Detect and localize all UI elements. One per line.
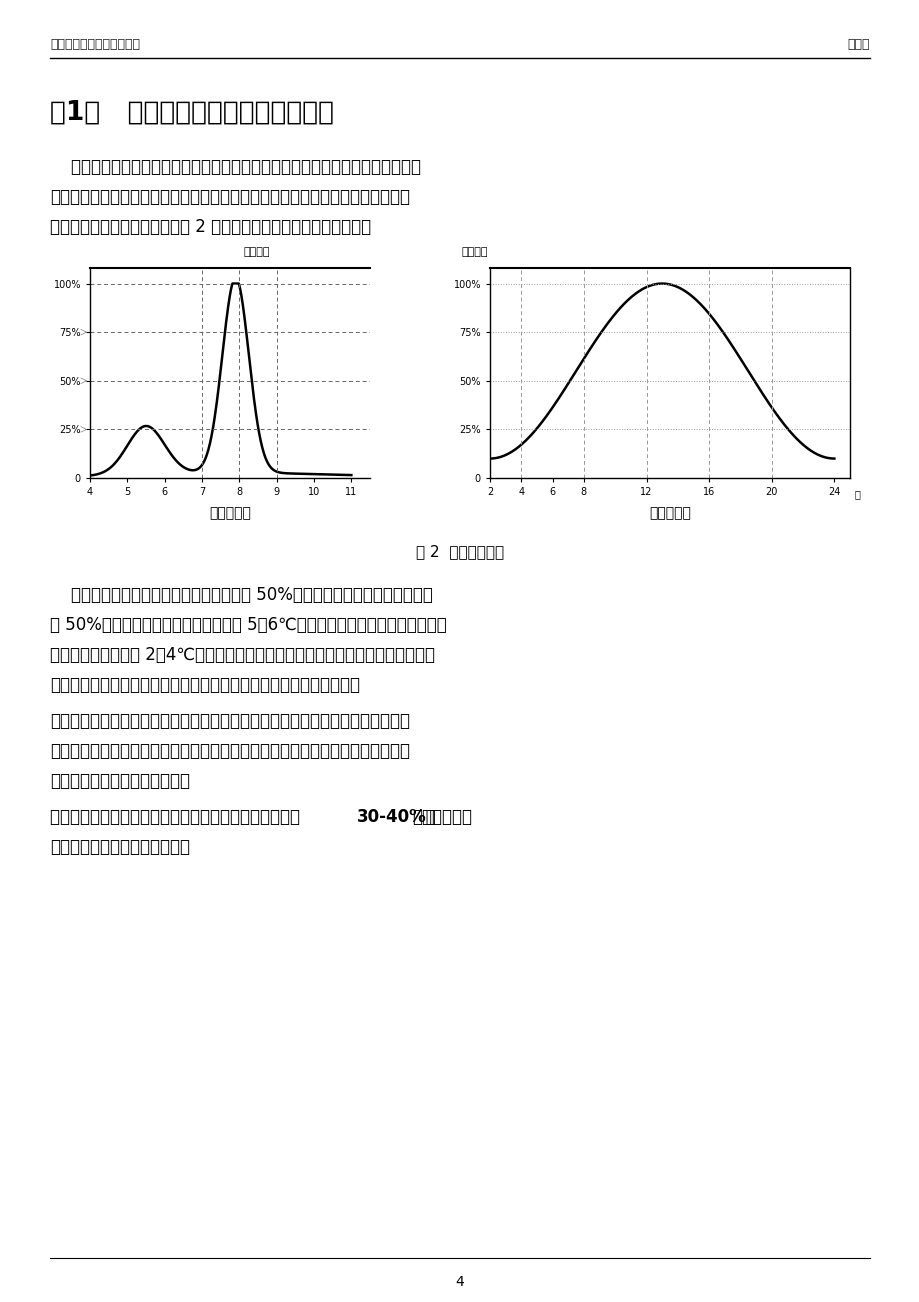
Text: 日变化图示: 日变化图示 xyxy=(649,506,690,519)
Text: 技术标: 技术标 xyxy=(846,38,869,51)
Text: 第1章   中央空调节系统改造前的工况: 第1章 中央空调节系统改造前的工况 xyxy=(50,100,334,126)
Text: 计流量，这样就形成了中央空调低温差、低负荷、大工作流量的工况。: 计流量，这样就形成了中央空调低温差、低负荷、大工作流量的工况。 xyxy=(50,676,359,694)
Text: 4: 4 xyxy=(455,1275,464,1289)
Text: 时: 时 xyxy=(854,490,859,500)
Text: 30-40%，: 30-40%， xyxy=(357,809,437,825)
Text: 能改造具有很明显的节能效果。: 能改造具有很明显的节能效果。 xyxy=(50,838,190,855)
Text: 年变化图示: 年变化图示 xyxy=(209,506,251,519)
Text: 如上图所示，该中央空调一年中负荷率在 50%以下的时间超过了全部运行时间: 如上图所示，该中央空调一年中负荷率在 50%以下的时间超过了全部运行时间 xyxy=(50,586,433,604)
Text: 的 50%。通常冷却水管路的设计温差为 5～6℃，而实际应用表明大部分时间里冷: 的 50%。通常冷却水管路的设计温差为 5～6℃，而实际应用表明大部分时间里冷 xyxy=(50,616,447,634)
Text: 在中央空调系统设计时，冷冻泵、冷却泵的电机容量是根据建筑物的最大设计热: 在中央空调系统设计时，冷冻泵、冷却泵的电机容量是根据建筑物的最大设计热 xyxy=(50,158,421,176)
Text: 却水管路的温差仅为 2～4℃，这说明制冷所需的冷冻水、冷却水流量通常都低于设: 却水管路的温差仅为 2～4℃，这说明制冷所需的冷冻水、冷却水流量通常都低于设 xyxy=(50,646,435,664)
Text: 的负荷，白白消耗了许多电能。: 的负荷，白白消耗了许多电能。 xyxy=(50,772,190,790)
Text: 在没有使用节能系统前，工频供电下的水泵始终全速运行，管道中的供水流量只能: 在没有使用节能系统前，工频供电下的水泵始终全速运行，管道中的供水流量只能 xyxy=(50,712,410,730)
Text: 时的热负荷总是不断变化。下图 2 为一民用建筑物的平均热负荷情况：: 时的热负荷总是不断变化。下图 2 为一民用建筑物的平均热负荷情况： xyxy=(50,217,370,236)
Text: 通过阀门或回流方式调节，这必会产生大量的节流及回流损失，同时也增加了电机: 通过阀门或回流方式调节，这必会产生大量的节流及回流损失，同时也增加了电机 xyxy=(50,742,410,760)
Text: 投资大厦空调节能改造方案: 投资大厦空调节能改造方案 xyxy=(50,38,140,51)
Text: 负荷选定的，都留有一定设计余量。由于四季气候及昼夜温差变化，中央空调工作: 负荷选定的，都留有一定设计余量。由于四季气候及昼夜温差变化，中央空调工作 xyxy=(50,187,410,206)
Text: 故对其进行节: 故对其进行节 xyxy=(412,809,471,825)
Text: 热负载率: 热负载率 xyxy=(244,247,270,258)
Text: 热负载率: 热负载率 xyxy=(460,247,487,258)
Text: 图 2  热负荷率曲线: 图 2 热负荷率曲线 xyxy=(415,544,504,559)
Text: 中央空调水泵电机的耗电量约占中央空调系统总耗电量的: 中央空调水泵电机的耗电量约占中央空调系统总耗电量的 xyxy=(50,809,305,825)
